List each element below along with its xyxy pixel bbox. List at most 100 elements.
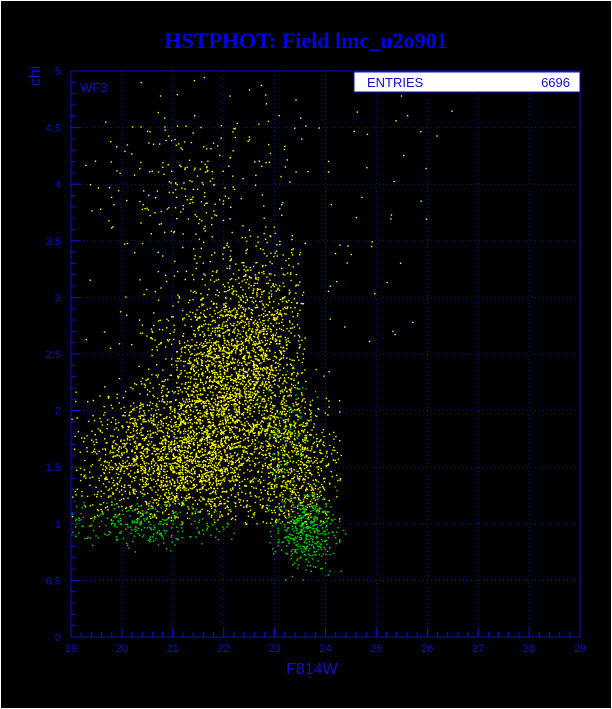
scatter-point: [167, 492, 170, 494]
scatter-point: [162, 459, 165, 461]
scatter-point: [249, 481, 252, 484]
scatter-point: [219, 483, 221, 485]
scatter-point: [261, 429, 264, 431]
scatter-point: [141, 457, 144, 459]
scatter-point: [156, 452, 158, 455]
scatter-point: [222, 437, 225, 439]
scatter-point: [273, 445, 276, 448]
scatter-point: [156, 349, 158, 351]
scatter-point: [97, 428, 100, 430]
scatter-point: [203, 241, 205, 244]
scatter-point: [211, 409, 213, 411]
scatter-point: [223, 247, 225, 249]
scatter-point: [157, 467, 160, 469]
scatter-point: [187, 489, 190, 491]
scatter-point: [259, 342, 261, 344]
scatter-point: [207, 433, 210, 435]
scatter-point: [176, 467, 178, 469]
scatter-point: [91, 504, 94, 506]
scatter-point: [215, 344, 218, 346]
scatter-point: [231, 350, 233, 352]
scatter-point: [225, 435, 227, 438]
scatter-point: [281, 298, 284, 300]
scatter-point: [202, 425, 205, 427]
scatter-point: [136, 446, 138, 449]
scatter-point: [203, 406, 205, 408]
scatter-point: [209, 422, 212, 424]
scatter-point: [283, 431, 286, 434]
scatter-point: [170, 407, 172, 409]
scatter-point: [181, 504, 183, 507]
scatter-point: [225, 421, 228, 423]
scatter-point: [232, 339, 234, 341]
scatter-point: [249, 431, 251, 433]
scatter-point: [165, 440, 167, 442]
scatter-point: [164, 510, 167, 512]
scatter-point: [178, 471, 181, 474]
scatter-point: [268, 374, 270, 377]
scatter-point: [206, 432, 208, 434]
scatter-point: [264, 433, 266, 435]
scatter-point: [129, 422, 131, 424]
scatter-point: [194, 315, 196, 318]
scatter-point: [251, 415, 253, 418]
scatter-point: [227, 246, 230, 248]
scatter-point: [254, 501, 257, 504]
scatter-point: [202, 454, 204, 456]
scatter-point: [244, 392, 246, 395]
scatter-point: [198, 352, 201, 355]
scatter-point: [282, 490, 285, 492]
scatter-point: [135, 455, 137, 457]
scatter-point: [227, 340, 229, 342]
scatter-point: [282, 273, 284, 275]
scatter-point: [183, 487, 186, 489]
scatter-point: [149, 382, 151, 384]
scatter-point: [180, 406, 182, 408]
scatter-point: [221, 406, 223, 408]
scatter-point: [221, 379, 223, 381]
scatter-point: [236, 377, 239, 380]
scatter-point: [164, 484, 166, 487]
scatter-point: [157, 421, 160, 423]
scatter-point: [231, 324, 233, 326]
scatter-point: [228, 409, 230, 411]
scatter-point: [201, 488, 203, 490]
scatter-point: [213, 342, 215, 344]
scatter-point: [179, 422, 182, 424]
scatter-point: [229, 437, 232, 439]
scatter-point: [245, 408, 247, 410]
scatter-point: [305, 456, 308, 458]
scatter-point: [83, 469, 85, 471]
scatter-point: [232, 291, 234, 293]
scatter-point: [133, 461, 135, 463]
scatter-point: [221, 471, 224, 473]
scatter-point: [208, 488, 210, 490]
scatter-point: [86, 450, 88, 453]
scatter-point: [193, 431, 195, 433]
scatter-point: [277, 458, 279, 460]
scatter-point: [210, 516, 213, 518]
scatter-point: [203, 463, 205, 466]
scatter-point: [269, 418, 272, 420]
scatter-point: [292, 315, 294, 318]
scatter-point: [173, 324, 175, 326]
scatter-point: [182, 504, 184, 506]
scatter-point: [243, 376, 245, 378]
scatter-point: [244, 484, 246, 487]
scatter-point: [320, 468, 322, 470]
scatter-point: [200, 368, 202, 370]
scatter-point: [336, 474, 338, 476]
scatter-point: [319, 461, 321, 463]
scatter-point: [247, 430, 249, 432]
scatter-point: [109, 452, 111, 454]
scatter-point: [262, 450, 264, 452]
scatter-point: [217, 380, 220, 382]
scatter-point: [132, 417, 134, 420]
scatter-point: [191, 423, 194, 425]
scatter-point: [294, 493, 296, 495]
scatter-point: [211, 397, 213, 400]
scatter-point: [146, 452, 148, 454]
scatter-point: [284, 386, 287, 388]
scatter-point: [239, 444, 241, 447]
scatter-point: [224, 477, 226, 479]
